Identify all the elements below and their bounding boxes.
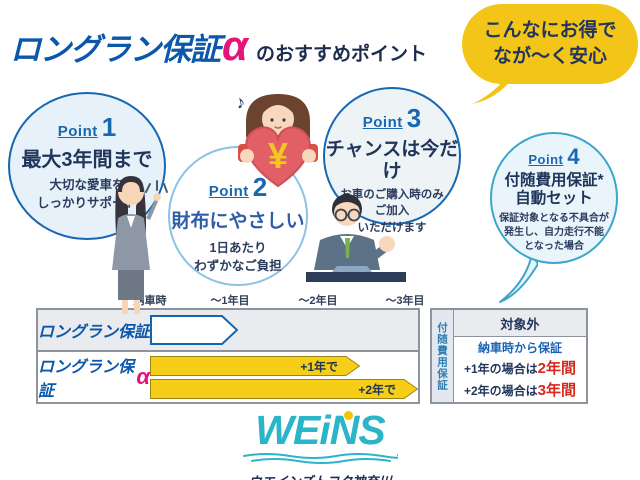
alpha-plus2-bar: +2年で: [150, 379, 419, 399]
logo-wave-icon: [243, 453, 401, 464]
point-1-body: 大切な愛車を しっかりサポート: [36, 178, 137, 211]
chart-row-standard: ロングラン保証: [38, 310, 418, 352]
point-2-body: 1日あたり わずかなご負担: [194, 240, 282, 273]
dealer-name: ウエインズトヨタ神奈川: [230, 471, 410, 480]
standard-warranty-bar: [150, 315, 238, 345]
table-line-1: 納車時から保証: [477, 341, 562, 355]
point-1-label: Point 1: [57, 112, 117, 142]
point-4-body: 保証対象となる不具合が 発生し、自力走行不能 となった場合: [499, 212, 609, 252]
point-2-circle: Point 2 財布にやさしい 1日あたり わずかなご負担: [168, 146, 308, 286]
value-3-years: 3年間: [537, 382, 577, 399]
dealer-logo-block: WEiNS ウエインズトヨタ神奈川: [230, 410, 410, 480]
chart-col-label-2: 〜2年目: [298, 295, 338, 307]
point-1-heading: 最大3年間まで: [21, 149, 153, 171]
point-4-circle: Point 4 付随費用保証* 自動セット 保証対象となる不具合が 発生し、自力走…: [490, 132, 618, 264]
point-4-heading: 付随費用保証* 自動セット: [504, 172, 604, 207]
row-label-standard: ロングラン保証: [38, 324, 151, 341]
table-line-2: +1年の場合は2年間: [463, 360, 577, 377]
incidental-cost-table: 付随費用保証 対象外 納車時から保証 +1年の場合は2年間 +2年の場合は3年間: [430, 308, 588, 404]
table-line-3: +2年の場合は3年間: [463, 382, 577, 399]
incidental-cost-table-main: 対象外 納車時から保証 +1年の場合は2年間 +2年の場合は3年間: [454, 310, 586, 402]
brand-name: ロングラン保証: [10, 32, 221, 67]
chart-row-alpha: ロングラン保証 α +1年で +2年で: [38, 352, 419, 402]
chart-col-label-1: 〜1年目: [210, 295, 250, 307]
weins-logo: WEiNS: [255, 407, 385, 453]
warranty-timeline-chart: ロングラン保証 ロングラン保証 α +1年で +2年で: [36, 308, 420, 404]
page-title: ロングラン保証 α のおすすめポイント: [10, 24, 427, 69]
point-2-label: Point 2: [208, 172, 268, 202]
title-suffix: のおすすめポイント: [256, 44, 428, 65]
incidental-cost-vertical-header: 付随費用保証: [432, 310, 454, 402]
alpha-plus2-bar-label: +2年で: [358, 382, 396, 397]
alpha-plus1-bar: +1年で: [150, 356, 361, 376]
yen-icon: ¥: [268, 135, 288, 176]
point-2-heading: 財布にやさしい: [171, 211, 305, 232]
chart-col-label-3: 〜3年目: [385, 295, 425, 307]
weins-logo-text: WEiNS: [255, 407, 385, 453]
alpha-plus1-bar-label: +1年で: [300, 359, 338, 374]
man-at-desk-illustration: [306, 194, 406, 282]
point-3-body: お車のご購入時のみ ご加入 いただけます: [340, 188, 444, 235]
woman-pointing-illustration: [112, 176, 168, 314]
woman-heart-illustration: ¥: [238, 94, 318, 188]
row-label-alpha: ロングラン保証 α: [38, 359, 150, 400]
point-3-label: Point 3: [362, 103, 422, 133]
value-2-years: 2年間: [537, 360, 577, 377]
brand-alpha: α: [222, 22, 249, 69]
table-body: 納車時から保証 +1年の場合は2年間 +2年の場合は3年間: [454, 337, 586, 402]
point-4-bubble-tail: [499, 253, 538, 303]
table-header-excluded: 対象外: [454, 310, 586, 337]
promo-speech-bubble: こんなにお得で なが〜く安心: [462, 4, 638, 84]
point-4-label: Point 4: [528, 144, 580, 169]
weins-logo-yellow-dot: [344, 411, 354, 420]
point-3-heading: チャンスは今だけ: [325, 139, 459, 182]
